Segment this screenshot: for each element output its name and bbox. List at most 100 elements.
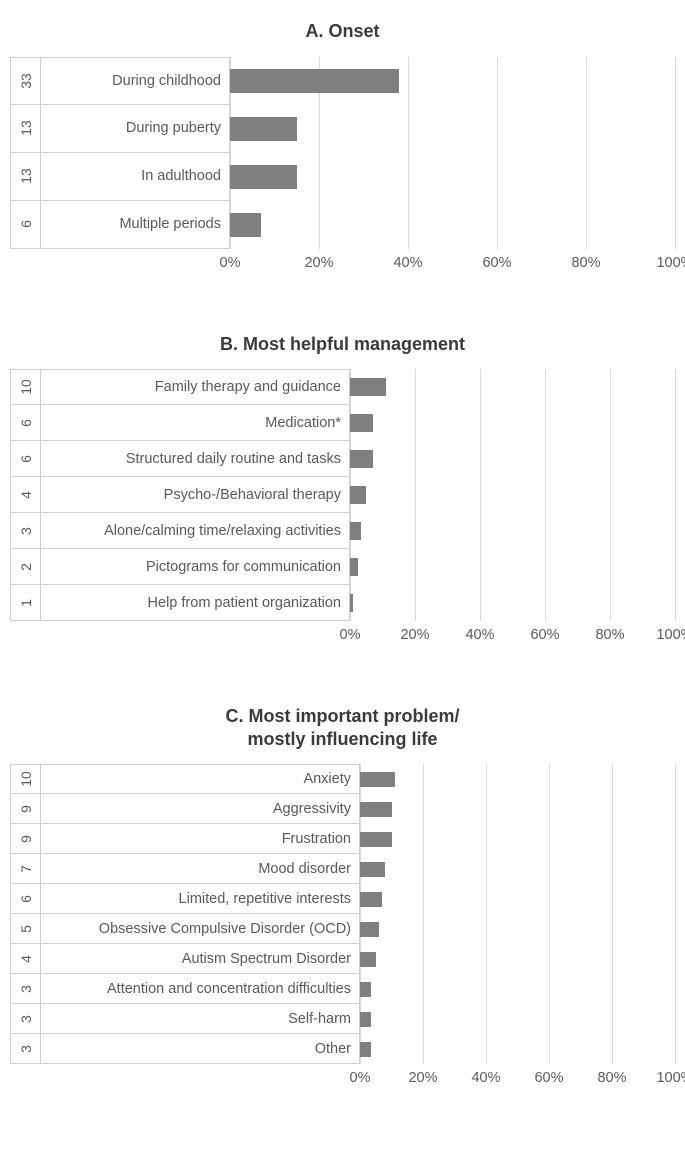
x-tick-label: 60%: [482, 255, 511, 271]
bar-track: [350, 405, 675, 441]
row-count: 13: [10, 105, 40, 153]
gridline: [675, 57, 676, 249]
bar-track: [360, 764, 675, 794]
row-count: 7: [10, 854, 40, 884]
chart-row: 6 Multiple periods: [10, 201, 675, 249]
bar-track: [350, 369, 675, 405]
row-label: Multiple periods: [40, 201, 230, 249]
row-count-value: 1: [17, 599, 33, 607]
chart-row: 13 During puberty: [10, 105, 675, 153]
row-count-value: 10: [17, 379, 33, 395]
chart-panel-c: C. Most important problem/mostly influen…: [10, 705, 675, 1098]
chart-row: 2Pictograms for communication: [10, 549, 675, 585]
row-count: 6: [10, 884, 40, 914]
row-label: Mood disorder: [40, 854, 360, 884]
chart-row: 13 In adulthood: [10, 153, 675, 201]
x-tick-label: 0%: [350, 1070, 371, 1086]
chart-row: 9Frustration: [10, 824, 675, 854]
row-count: 33: [10, 57, 40, 105]
bar-track: [350, 513, 675, 549]
chart-row: 10Anxiety: [10, 764, 675, 794]
row-count: 6: [10, 405, 40, 441]
row-count-value: 33: [17, 73, 33, 89]
bar: [350, 450, 373, 468]
row-label: Attention and concentration difficulties: [40, 974, 360, 1004]
chart-title: C. Most important problem/mostly influen…: [10, 705, 675, 750]
chart-row: 3Attention and concentration difficultie…: [10, 974, 675, 1004]
x-tick-label: 100%: [656, 255, 685, 271]
row-count-value: 6: [17, 419, 33, 427]
row-label: Aggressivity: [40, 794, 360, 824]
bar: [350, 594, 353, 612]
row-label: Obsessive Compulsive Disorder (OCD): [40, 914, 360, 944]
x-tick-label: 20%: [408, 1070, 437, 1086]
bar: [350, 378, 386, 396]
row-count: 10: [10, 369, 40, 405]
row-count: 13: [10, 153, 40, 201]
row-count: 9: [10, 794, 40, 824]
row-count: 9: [10, 824, 40, 854]
bar: [360, 772, 395, 787]
row-count-value: 10: [17, 771, 33, 787]
row-count: 4: [10, 944, 40, 974]
bar-track: [360, 914, 675, 944]
chart-row: 33During childhood: [10, 57, 675, 105]
chart-title: B. Most helpful management: [10, 333, 675, 356]
bar-track: [360, 854, 675, 884]
row-label: Frustration: [40, 824, 360, 854]
row-count: 3: [10, 513, 40, 549]
x-axis: 0%20%40%60%80%100%: [360, 1070, 675, 1098]
bar: [360, 952, 376, 967]
bar-track: [350, 441, 675, 477]
bar-track: [360, 884, 675, 914]
bar: [230, 117, 297, 141]
plot-region: 33During childhood13During puberty13In a…: [230, 57, 675, 249]
row-count-value: 6: [17, 455, 33, 463]
chart-row: 9Aggressivity: [10, 794, 675, 824]
plot-region: 10Family therapy and guidance6Medication…: [350, 369, 675, 621]
bar-track: [360, 824, 675, 854]
row-count: 4: [10, 477, 40, 513]
x-tick-label: 80%: [571, 255, 600, 271]
bar: [360, 892, 382, 907]
chart-row: 3Alone/calming time/relaxing activities: [10, 513, 675, 549]
bar: [360, 832, 392, 847]
bar-track: [360, 1034, 675, 1064]
row-count-value: 13: [17, 120, 33, 136]
row-label: Limited, repetitive interests: [40, 884, 360, 914]
x-tick-label: 60%: [534, 1070, 563, 1086]
row-count-value: 13: [17, 168, 33, 184]
chart-title: A. Onset: [10, 20, 675, 43]
row-label: Medication*: [40, 405, 350, 441]
bar-track: [230, 153, 675, 201]
row-count-value: 3: [17, 1015, 33, 1023]
row-count-value: 3: [17, 1045, 33, 1053]
row-count: 6: [10, 201, 40, 249]
bar: [360, 922, 379, 937]
row-count: 10: [10, 764, 40, 794]
chart-row: 7Mood disorder: [10, 854, 675, 884]
chart-row: 6Structured daily routine and tasks: [10, 441, 675, 477]
bar-track: [360, 1004, 675, 1034]
row-label: In adulthood: [40, 153, 230, 201]
bar: [360, 982, 371, 997]
row-count-value: 6: [17, 220, 33, 228]
chart-row: 6Limited, repetitive interests: [10, 884, 675, 914]
plot-region: 10Anxiety9Aggressivity9Frustration7Mood …: [360, 764, 675, 1064]
row-count-value: 5: [17, 925, 33, 933]
bar: [360, 862, 385, 877]
x-tick-label: 40%: [393, 255, 422, 271]
row-label: Pictograms for communication: [40, 549, 350, 585]
chart-panel-b: B. Most helpful management 10Family thera…: [10, 333, 675, 656]
row-count-value: 4: [17, 491, 33, 499]
bar: [360, 802, 392, 817]
row-count: 1: [10, 585, 40, 621]
gridline: [675, 369, 676, 621]
bar-track: [350, 549, 675, 585]
x-axis: 0%20%40%60%80%100%: [350, 627, 675, 655]
x-tick-label: 80%: [595, 627, 624, 643]
x-tick-label: 80%: [597, 1070, 626, 1086]
bar: [230, 213, 261, 237]
row-label: During puberty: [40, 105, 230, 153]
chart-row: 5 Obsessive Compulsive Disorder (OCD): [10, 914, 675, 944]
